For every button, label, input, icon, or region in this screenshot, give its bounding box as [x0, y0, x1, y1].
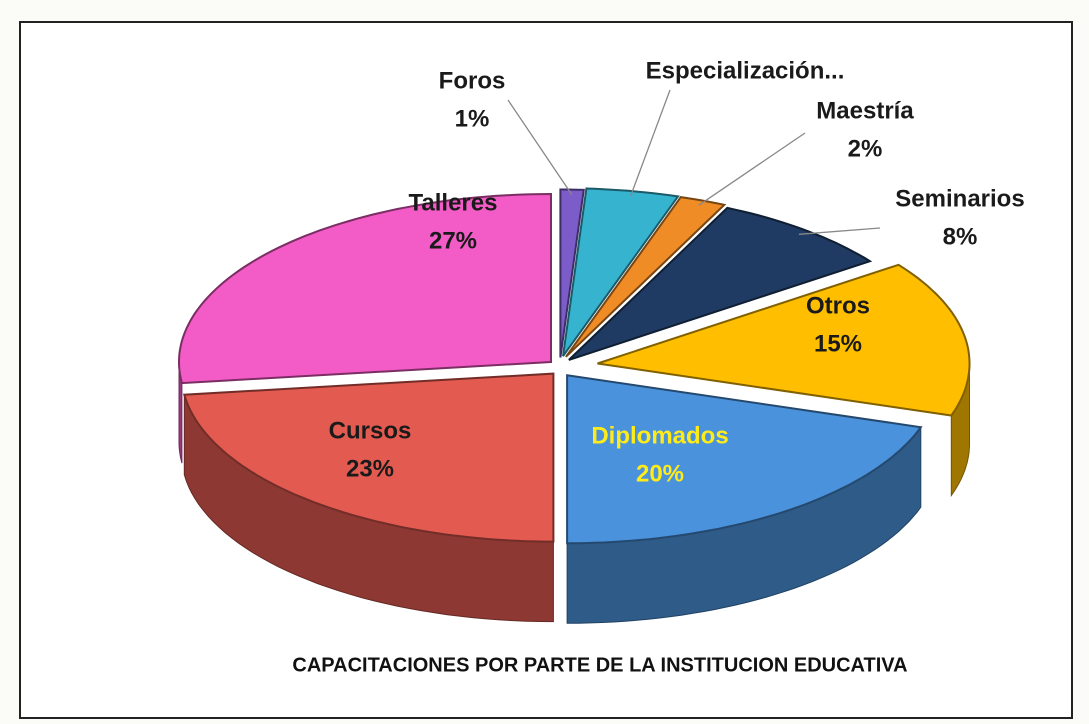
slice-label: Foros	[439, 67, 506, 94]
slice-label: Especialización...	[646, 57, 845, 84]
chart-title: CAPACITACIONES POR PARTE DE LA INSTITUCI…	[292, 654, 907, 676]
slice-value-label: 20%	[636, 460, 684, 487]
slice	[177, 192, 552, 385]
slice-value-label: 8%	[943, 223, 978, 250]
slice-value-label: 27%	[429, 227, 477, 254]
slice-value-label: 2%	[848, 135, 883, 162]
pie-labels: Foros 1% Especialización... Maestría 2% Semin…	[329, 57, 1025, 487]
pie-tops	[177, 187, 971, 545]
slice-label: Diplomados	[591, 422, 728, 449]
slice-label: Cursos	[329, 417, 412, 444]
leader-line	[798, 227, 881, 235]
slice	[565, 196, 727, 358]
slice-label: Talleres	[409, 189, 498, 216]
slice-label: Otros	[806, 292, 870, 319]
slice-label: Maestría	[816, 97, 914, 124]
slice-value-label: 23%	[346, 455, 394, 482]
leader-line	[698, 132, 806, 206]
slice-value-label: 1%	[455, 105, 490, 132]
slice	[566, 374, 923, 545]
slice	[597, 263, 971, 417]
leader-line	[629, 89, 671, 197]
slice-value-label: 15%	[814, 330, 862, 357]
pie-sides	[178, 362, 970, 624]
leader-line	[507, 99, 573, 195]
slice	[568, 206, 873, 361]
slice-label: Seminarios	[895, 185, 1024, 212]
slice	[559, 188, 585, 358]
slice	[182, 372, 555, 543]
